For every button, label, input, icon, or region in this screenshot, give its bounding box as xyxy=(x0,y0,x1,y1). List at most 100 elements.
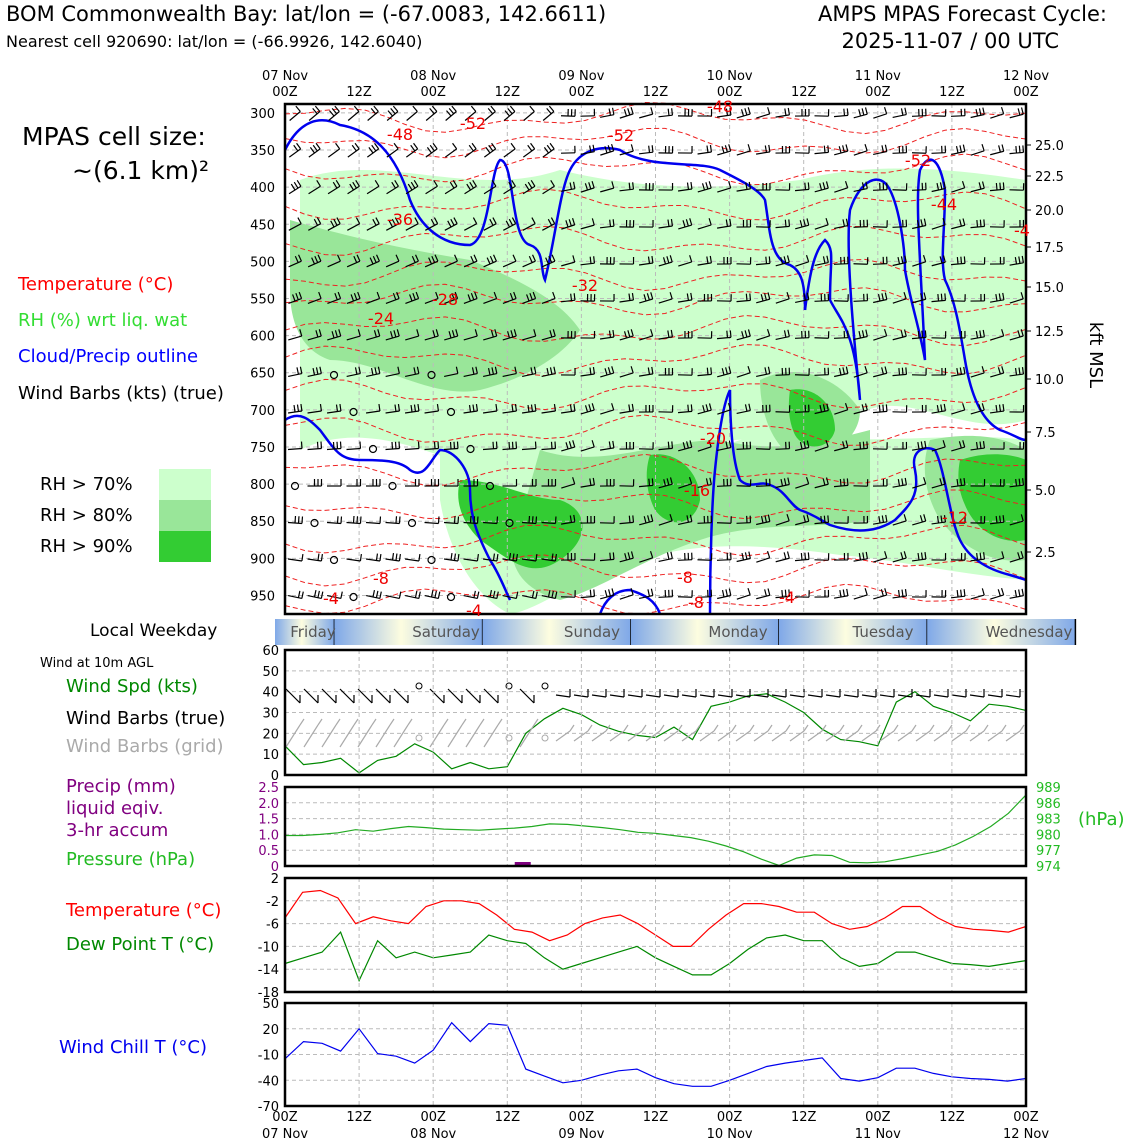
wind-barb-flag xyxy=(838,146,842,154)
wind-barb-flag xyxy=(298,291,303,299)
wind-barb xyxy=(794,368,810,376)
wind-barb xyxy=(366,479,381,487)
wind-barb-flag xyxy=(572,255,576,263)
wind-barb xyxy=(990,107,1005,119)
wind-barb xyxy=(716,478,732,487)
y-tick-label-right: 983 xyxy=(1036,813,1061,828)
wind-barb-flag xyxy=(884,366,888,374)
wind-barb-flag xyxy=(689,514,693,522)
wind-barb xyxy=(756,551,771,563)
wind-barb xyxy=(678,477,693,489)
wind-barb-flag xyxy=(923,477,927,485)
temperature-contour-label: -44 xyxy=(931,195,957,214)
wind-barb xyxy=(619,441,635,450)
weekday-band xyxy=(334,619,483,645)
surface-barb-grid xyxy=(951,730,967,742)
wind-barb-flag xyxy=(300,404,303,412)
wind-barb xyxy=(308,217,322,231)
wind-barb-flag xyxy=(604,368,608,376)
wind-barb-shaft xyxy=(892,298,907,304)
wind-barb-shaft xyxy=(756,372,770,378)
wind-barb-shaft xyxy=(775,298,790,304)
wind-barb-shaft xyxy=(1009,335,1024,341)
wind-barb-flag xyxy=(748,403,751,411)
wind-barb xyxy=(951,181,966,193)
wind-barb-flag xyxy=(662,257,667,265)
wind-barb-flag xyxy=(666,552,670,560)
wind-barb-calm xyxy=(349,407,358,417)
y-tick-label: 0 xyxy=(271,860,279,875)
wind-barb xyxy=(288,366,303,378)
wind-barb-flag xyxy=(315,367,319,375)
wind-barb xyxy=(989,182,1005,192)
bottom-hour-label: 12Z xyxy=(346,1110,372,1125)
wind-barb-shaft xyxy=(405,594,419,600)
wind-barb-shaft xyxy=(347,111,360,121)
wind-barb-flag xyxy=(592,477,595,485)
wind-barb xyxy=(484,105,496,121)
wind-barb-flag xyxy=(1020,551,1024,559)
surface-barb-grid-flag xyxy=(353,718,359,726)
wind-barb-flag xyxy=(494,329,498,337)
wind-barb-shaft xyxy=(756,113,770,119)
wind-barb-flag xyxy=(768,256,771,264)
wind-barb-flag xyxy=(410,181,416,189)
wind-barb-flag xyxy=(728,588,732,596)
surface-barb-calm xyxy=(541,682,549,690)
wind-barb-shaft xyxy=(658,557,673,563)
wind-barb-flag xyxy=(527,181,533,189)
wind-barb-flag xyxy=(883,329,888,337)
wind-barb-flag xyxy=(686,441,689,449)
wind-barb-flag xyxy=(919,515,923,523)
wind-barb-shaft xyxy=(327,260,341,268)
wind-barb xyxy=(444,366,459,378)
wind-barb xyxy=(521,441,537,451)
wind-barb-flag xyxy=(748,181,751,189)
wind-barb-shaft xyxy=(424,521,439,525)
wind-barb-flag xyxy=(527,144,533,152)
wind-barb-shaft xyxy=(795,520,809,526)
wind-barb-flag xyxy=(334,293,338,301)
wind-barb-shaft xyxy=(619,594,634,600)
wind-barb-shaft xyxy=(814,374,829,376)
wind-barb-shaft xyxy=(599,558,615,562)
wind-barb-shaft xyxy=(814,483,829,489)
wind-barb-flag xyxy=(807,552,810,560)
wind-barb xyxy=(853,588,868,600)
wind-barb xyxy=(717,440,732,452)
wind-barb xyxy=(931,293,947,303)
wind-barb-shaft xyxy=(677,188,693,192)
wind-barb-flag xyxy=(413,367,417,375)
wind-barb-flag xyxy=(453,217,458,224)
wind-barb-flag xyxy=(530,367,534,375)
wind-barb xyxy=(658,219,674,229)
wind-barb-shaft xyxy=(736,150,751,156)
wind-barb-flag xyxy=(337,291,342,299)
wind-barb xyxy=(444,479,459,487)
wind-barb xyxy=(892,292,907,304)
wind-barb xyxy=(599,516,615,524)
wind-barb-flag xyxy=(800,552,803,561)
wind-barb-flag xyxy=(671,441,674,449)
wind-barb-flag xyxy=(430,590,434,598)
surface-barb-true xyxy=(951,694,967,698)
wind-barb xyxy=(386,180,399,195)
wind-barb xyxy=(482,441,498,451)
wind-barb-flag xyxy=(825,440,829,448)
wind-barb xyxy=(385,552,402,562)
wind-barb xyxy=(463,254,478,268)
wind-barb-flag xyxy=(317,590,320,598)
wind-barb-shaft xyxy=(912,483,926,489)
wind-barb xyxy=(677,182,693,192)
top-date-label: 12 Nov xyxy=(1003,69,1049,84)
wind-barb-flag xyxy=(1020,292,1024,300)
wind-barb xyxy=(638,404,654,413)
wind-barb-flag xyxy=(843,478,846,486)
wind-barb-flag xyxy=(293,144,299,152)
wind-barb-flag xyxy=(729,218,732,226)
wind-barb xyxy=(950,108,966,117)
wind-barb xyxy=(619,403,634,414)
wind-barb-flag xyxy=(609,552,612,560)
wind-barb xyxy=(658,145,674,154)
wind-barb xyxy=(638,220,654,228)
